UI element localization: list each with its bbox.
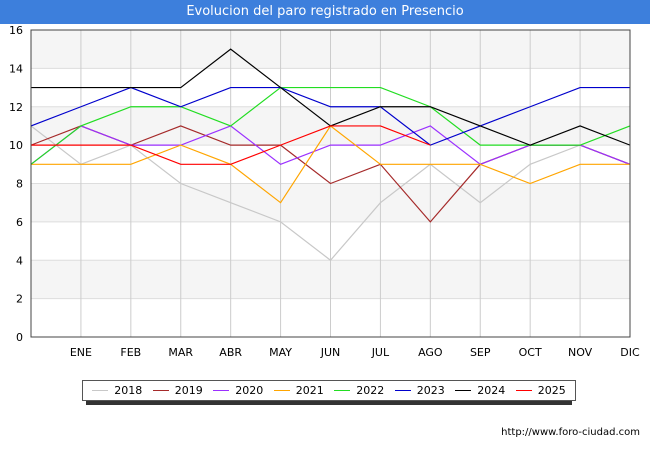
plot-frame [30, 29, 631, 338]
y-tick-label: 6 [16, 216, 23, 229]
axes [30, 29, 631, 338]
y-tick-label: 16 [9, 24, 23, 37]
y-tick-label: 2 [16, 293, 23, 306]
x-tick-label: SEP [470, 346, 491, 359]
legend-label: 2020 [235, 384, 264, 397]
legend-swatch [152, 390, 169, 391]
legend-label: 2022 [356, 384, 385, 397]
legend-label: 2023 [416, 384, 445, 397]
x-tick-label: MAY [269, 346, 292, 359]
x-tick-label: DIC [620, 346, 640, 359]
y-tick-label: 0 [16, 331, 23, 344]
y-tick-label: 8 [16, 178, 23, 191]
legend-item-2022: 2022 [334, 384, 384, 397]
x-tick-label: JUL [371, 346, 390, 359]
legend-label: 2018 [114, 384, 143, 397]
legend: 2018 2019 2020 2021 2022 2023 2024 2025 [82, 380, 576, 401]
legend-label: 2024 [477, 384, 506, 397]
x-tick-label: OCT [519, 346, 542, 359]
legend-swatch [273, 390, 290, 391]
legend-item-2021: 2021 [273, 384, 324, 397]
legend-label: 2019 [174, 384, 203, 397]
source-credit: http://www.foro-ciudad.com [501, 427, 640, 438]
legend-item-2020: 2020 [213, 384, 263, 397]
x-tick-label: ABR [219, 346, 242, 359]
legend-swatch [515, 390, 532, 391]
legend-swatch [213, 390, 230, 391]
x-tick-label: JUN [320, 346, 341, 359]
x-tick-label: FEB [120, 346, 141, 359]
legend-swatch [334, 390, 351, 391]
y-tick-label: 10 [9, 139, 23, 152]
legend-item-2023: 2023 [394, 384, 445, 397]
y-tick-labels: 0 2 4 6 8 10 12 14 16 [9, 24, 23, 344]
legend-item-2018: 2018 [92, 384, 142, 397]
legend-swatch [455, 390, 472, 391]
x-tick-label: MAR [168, 346, 193, 359]
legend-swatch [394, 390, 411, 391]
legend-swatch [92, 390, 109, 391]
chart-title: Evolucion del paro registrado en Presenc… [0, 0, 650, 24]
series-lines [30, 48, 631, 262]
y-tick-label: 14 [9, 62, 23, 75]
x-tick-label: ENE [70, 346, 92, 359]
legend-item-2025: 2025 [515, 384, 566, 397]
legend-label: 2021 [295, 384, 324, 397]
legend-item-2019: 2019 [152, 384, 203, 397]
x-tick-labels: ENE FEB MAR ABR MAY JUN JUL AGO SEP OCT NOV DIC [70, 346, 640, 359]
x-tick-label: NOV [568, 346, 593, 359]
y-tick-label: 12 [9, 101, 23, 114]
legend-label: 2025 [537, 384, 566, 397]
series-line-2025 [31, 125, 431, 165]
legend-item-2024: 2024 [455, 384, 505, 397]
x-tick-label: AGO [418, 346, 443, 359]
y-tick-label: 4 [16, 254, 23, 267]
